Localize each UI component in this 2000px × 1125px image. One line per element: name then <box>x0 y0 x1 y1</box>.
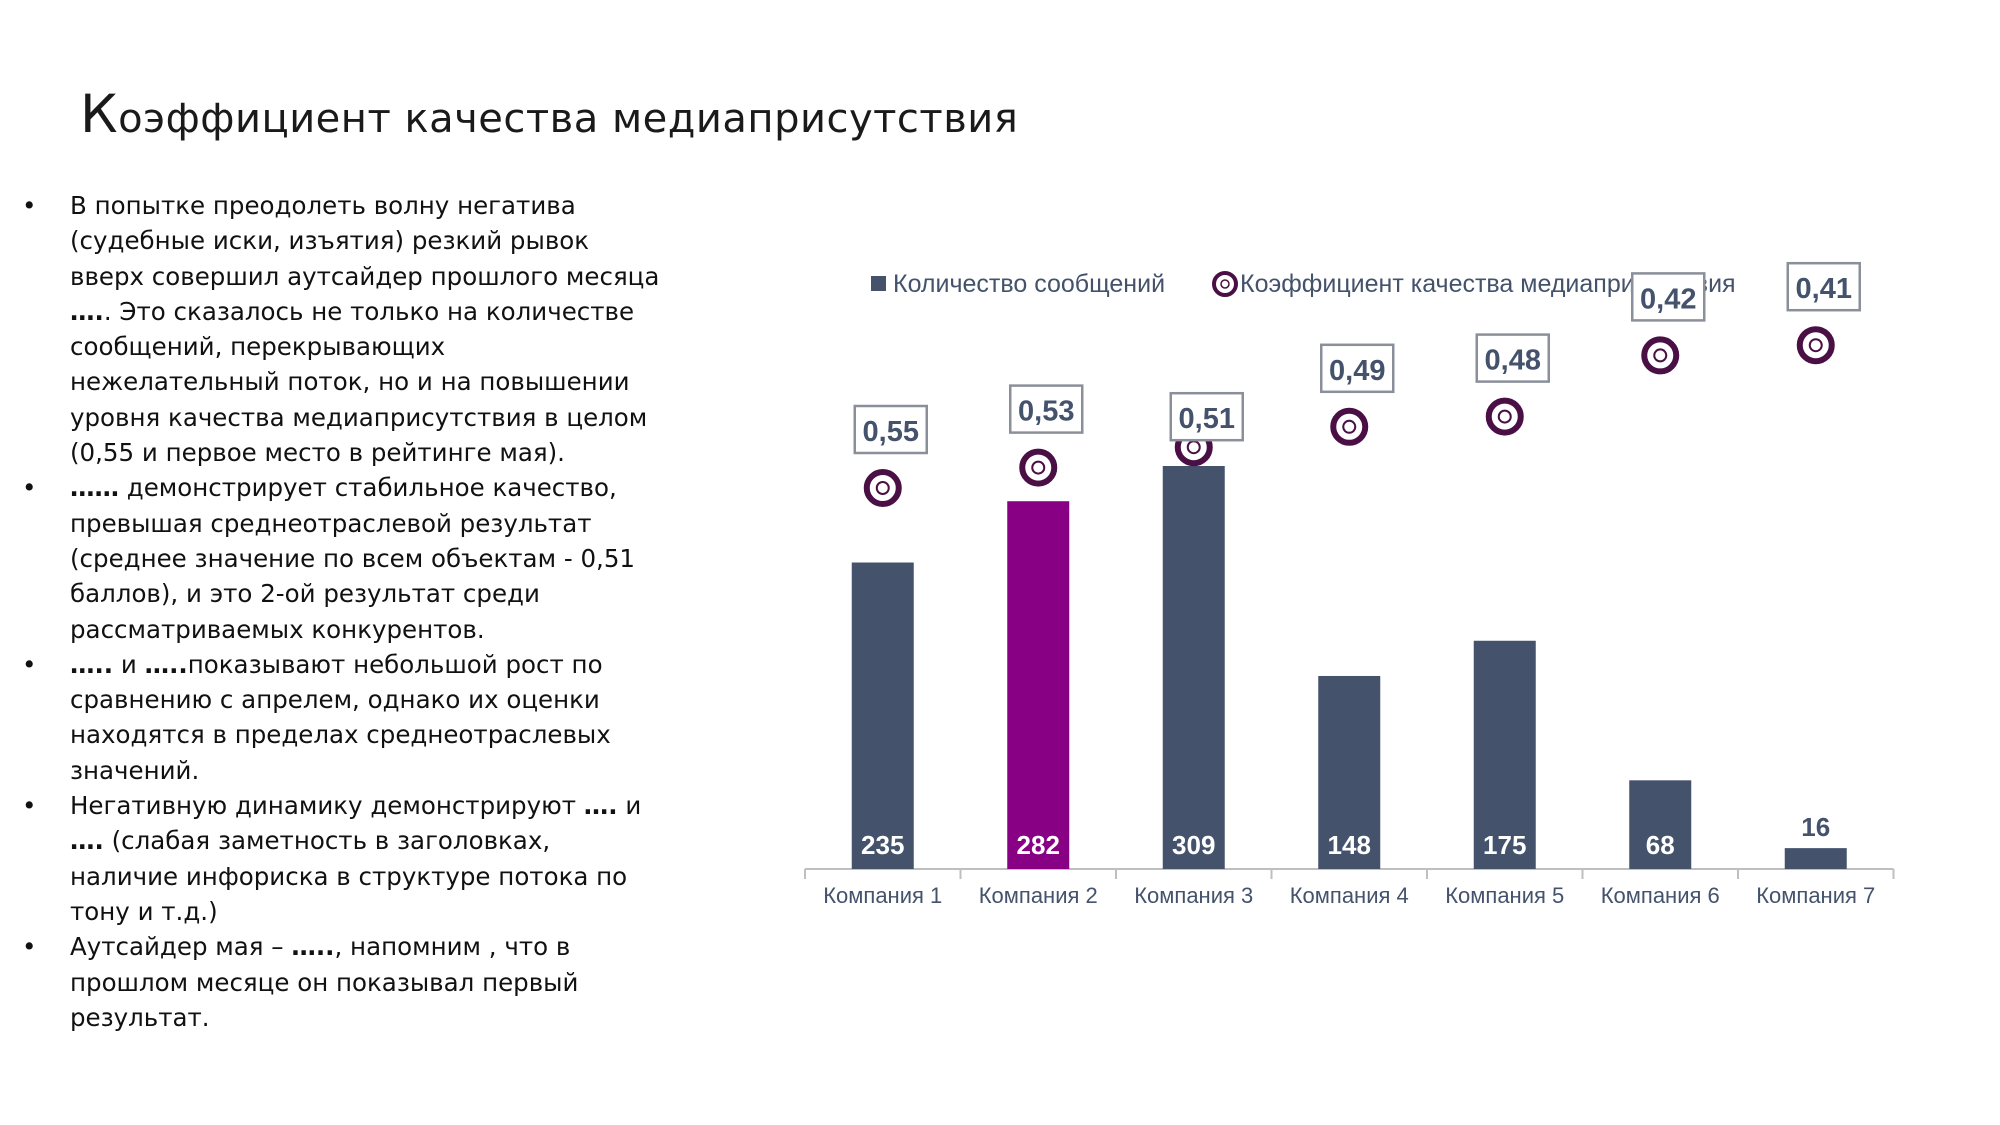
coefficient-label-box <box>1475 333 1550 383</box>
bar-value-label: 175 <box>1483 830 1526 860</box>
bullet-text: ….. <box>144 649 188 679</box>
bullet-item: • Негативную динамику демонстрируют …. и … <box>22 788 662 929</box>
bullet-marker: • <box>22 791 37 821</box>
coefficient-label: 0,51 <box>1179 403 1235 435</box>
x-tick-label: Компания 7 <box>1756 883 1875 908</box>
bullet-text: и <box>617 791 642 821</box>
x-tick-label: Компания 6 <box>1601 883 1720 908</box>
x-tick-label: Компания 2 <box>979 883 1098 908</box>
bullet-marker: • <box>22 191 37 220</box>
bar-3 <box>1162 466 1225 869</box>
bar-7 <box>1784 848 1847 869</box>
bar-6 <box>1629 780 1692 869</box>
bullet-marker: • <box>22 649 37 679</box>
x-tick-label: Компания 5 <box>1445 883 1564 908</box>
bullet-marker: • <box>22 932 37 962</box>
bullet-text: ….. <box>291 932 335 962</box>
coefficient-marker <box>863 469 902 507</box>
page-title-first-letter: К <box>80 84 119 145</box>
bullet-text: , напомним , что в прошлом месяце он пок… <box>70 932 579 1032</box>
bullet-text: В попытке преодолеть волну негатива (суд… <box>70 191 660 291</box>
bullet-text: (слабая заметность в заголовках, наличие… <box>70 826 628 926</box>
coefficient-marker <box>1796 326 1835 365</box>
coefficient-label: 0,48 <box>1485 345 1541 377</box>
bullet-text: Аутсайдер мая – <box>70 932 292 962</box>
bar-4 <box>1318 675 1381 869</box>
coefficient-marker-inner <box>1031 460 1046 475</box>
page-title-rest: оэффициент качества медиаприсутствия <box>118 96 1019 142</box>
bullet-item: • В попытке преодолеть волну негатива (су… <box>22 188 662 470</box>
coefficient-marker-inner <box>1497 409 1512 424</box>
bar-value-label: 148 <box>1328 830 1371 860</box>
coefficient-marker-inner <box>1342 419 1357 434</box>
bar-1 <box>851 562 914 869</box>
x-tick-label: Компания 4 <box>1290 883 1409 908</box>
coefficient-label-box <box>1786 261 1861 312</box>
bullet-text: ….. <box>70 649 114 679</box>
x-tick-label: Компания 3 <box>1134 883 1253 908</box>
bar-value-label: 235 <box>861 830 904 860</box>
legend-marker-coefficient-inner <box>1220 279 1230 289</box>
coefficient-marker <box>1641 336 1680 375</box>
coefficient-label: 0,42 <box>1640 283 1696 315</box>
bar-value-label: 68 <box>1646 830 1675 860</box>
coefficient-label-box <box>1320 343 1395 394</box>
bar-5 <box>1473 640 1536 869</box>
coefficient-label-box <box>1169 391 1244 442</box>
coefficient-label: 0,49 <box>1329 355 1385 387</box>
bullet-marker: • <box>22 473 37 503</box>
bullet-item: • …… демонстрирует стабильное качество, п… <box>22 470 662 646</box>
legend-swatch-messages <box>871 276 886 291</box>
coefficient-label-box <box>1009 384 1084 434</box>
legend-marker-coefficient <box>1212 271 1238 297</box>
bullet-text: …… <box>70 473 119 503</box>
bar-value-label: 309 <box>1172 830 1215 860</box>
bullet-text: …. <box>70 296 104 326</box>
coefficient-label-box <box>853 404 928 455</box>
bullet-text: . Это сказалось не только на количестве … <box>70 296 648 468</box>
bullet-text: и <box>113 649 145 679</box>
coefficient-marker-inner <box>875 481 890 495</box>
bar-value-label: 282 <box>1017 830 1060 860</box>
coefficient-marker <box>1330 407 1369 446</box>
bullet-item: • ….. и …..показывают небольшой рост по с… <box>22 647 662 788</box>
bullet-text: показывают небольшой рост по сравнению с… <box>70 649 611 785</box>
bullet-text: …. <box>70 826 104 856</box>
coefficient-marker-inner <box>1808 338 1823 353</box>
bullet-text: демонстрирует стабильное качество, превы… <box>70 473 636 644</box>
coefficient-marker <box>1485 397 1524 436</box>
coefficient-label-box <box>1631 272 1706 322</box>
bar-value-label: 16 <box>1801 812 1830 842</box>
bullet-item: • Аутсайдер мая – ….., напомним , что в п… <box>22 929 662 1035</box>
bar-2 <box>1007 501 1070 869</box>
coefficient-label: 0,55 <box>863 416 919 448</box>
legend-label-messages: Количество сообщений <box>893 270 1165 298</box>
x-tick-label: Компания 1 <box>823 883 942 908</box>
bullet-text: Негативную динамику демонстрируют <box>70 791 584 821</box>
coefficient-marker <box>1019 448 1058 487</box>
coefficient-label: 0,53 <box>1018 396 1074 428</box>
coefficient-label: 0,41 <box>1796 273 1852 305</box>
coefficient-marker-inner <box>1653 348 1668 363</box>
page-title: Коэффициент качества медиаприсутствия <box>80 84 1018 145</box>
bullet-text: …. <box>583 791 618 821</box>
bullet-list: • В попытке преодолеть волну негатива (су… <box>22 188 662 1035</box>
